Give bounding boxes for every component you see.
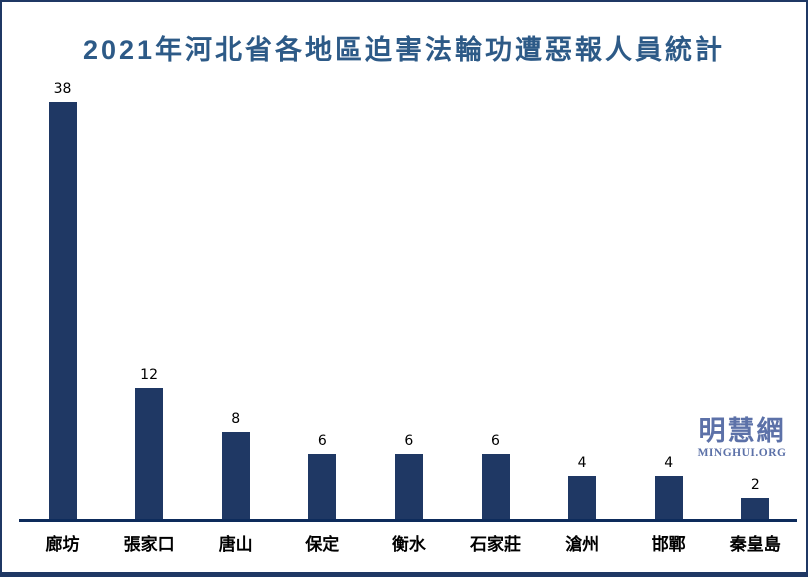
bar-category-label: 張家口 [123, 535, 175, 554]
bar [221, 432, 250, 520]
chart-title: 2021年河北省各地區迫害法輪功遭惡報人員統計 [82, 35, 726, 65]
bar-value-label: 12 [140, 367, 158, 383]
bar [481, 454, 510, 520]
bar-category-label: 廊坊 [45, 535, 80, 554]
bar [654, 476, 683, 520]
bar-category-label: 石家莊 [470, 535, 521, 554]
bar-category-label: 唐山 [218, 535, 253, 554]
bar-category-label: 衡水 [391, 535, 426, 554]
bar [741, 498, 770, 520]
minghui-logo-url: MINGHUI.ORG [697, 447, 787, 459]
bar [135, 388, 164, 520]
bar-value-label: 38 [53, 81, 72, 97]
bar-category-label: 滄州 [565, 535, 600, 554]
minghui-watermark: 明慧網 MINGHUI.ORG [694, 418, 790, 460]
bar [568, 476, 597, 520]
bar-value-label: 4 [664, 455, 674, 471]
x-axis-line [19, 519, 797, 522]
bar-value-label: 6 [317, 433, 327, 449]
bar-category-label: 邯鄲 [651, 535, 686, 554]
minghui-logo-chinese: 明慧網 [698, 416, 786, 446]
bar-value-label: 2 [750, 477, 760, 493]
bar [394, 454, 423, 520]
bar-value-label: 4 [577, 455, 587, 471]
bar-category-label: 保定 [305, 535, 340, 554]
bar-value-label: 6 [404, 433, 414, 449]
bar-category-label: 秦皇島 [729, 535, 781, 554]
bar [308, 454, 337, 520]
bar-value-label: 8 [231, 411, 241, 427]
bar [48, 102, 77, 520]
bar-value-label: 6 [491, 433, 500, 449]
